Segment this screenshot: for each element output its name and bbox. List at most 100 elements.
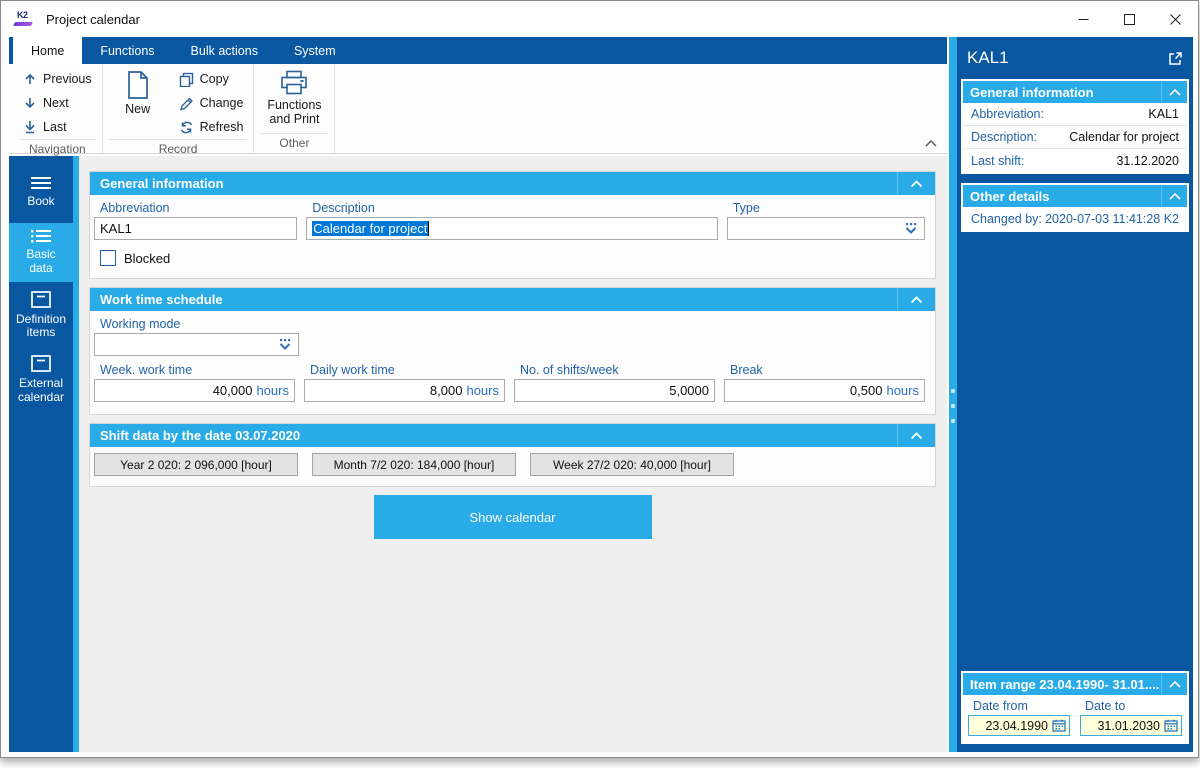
last-button[interactable]: Last (19, 115, 96, 139)
collapse-card-button[interactable] (1161, 673, 1187, 695)
collapse-section-button[interactable] (897, 424, 935, 447)
month-total-button[interactable]: Month 7/2 020: 184,000 [hour] (312, 453, 516, 476)
card-title: General information (970, 84, 1094, 100)
ribbon-tab-bar: Home Functions Bulk actions System (9, 37, 947, 64)
sidebar-item-external-calendar[interactable]: External calendar (9, 349, 73, 411)
tab-home[interactable]: Home (13, 37, 83, 64)
box-icon (31, 290, 51, 308)
daily-work-time-label: Daily work time (310, 363, 395, 377)
splitter-grip (951, 389, 955, 423)
description-input[interactable]: Calendar for project (306, 217, 718, 240)
open-in-window-button[interactable] (1168, 51, 1183, 66)
copy-button[interactable]: Copy (175, 67, 248, 91)
next-button[interactable]: Next (19, 91, 96, 115)
sidebar-item-label: Book (27, 193, 55, 208)
daily-work-time-input[interactable]: 8,000 hours (304, 379, 505, 402)
week-work-time-label: Week. work time (100, 363, 193, 377)
card-title: Item range 23.04.1990- 31.01.... (970, 676, 1160, 692)
shifts-per-week-input[interactable]: 5,0000 (514, 379, 715, 402)
section-title: Shift data by the date 03.07.2020 (100, 428, 301, 443)
refresh-icon (180, 121, 192, 133)
show-calendar-button[interactable]: Show calendar (373, 495, 652, 539)
chevron-up-icon (1168, 88, 1181, 96)
group-label-navigation: Navigation (19, 139, 96, 159)
sidebar-item-label: Definition items (15, 311, 67, 340)
window-controls (1060, 1, 1198, 37)
record-title: KAL1 (967, 48, 1009, 67)
refresh-button[interactable]: Refresh (175, 115, 248, 139)
ribbon-collapse-button[interactable] (925, 140, 937, 147)
description-selected-text: Calendar for project (312, 221, 429, 236)
row-value: 2020-07-03 11:41:28 K2 (1045, 211, 1179, 226)
date-from-input[interactable]: 23.04.1990 (968, 715, 1070, 736)
break-label: Break (730, 363, 763, 377)
group-label-other: Other (260, 133, 329, 153)
working-mode-dropdown[interactable] (94, 333, 299, 356)
minimize-icon (1078, 18, 1088, 20)
row-label: Changed by: (971, 211, 1042, 226)
detail-row-last-shift: Last shift: 31.12.2020 (963, 149, 1187, 172)
shifts-per-week-label: No. of shifts/week (520, 363, 619, 377)
tab-bulk-actions[interactable]: Bulk actions (190, 43, 258, 58)
section-header: Work time schedule (90, 288, 935, 311)
week-work-time-unit: hours (256, 383, 289, 398)
list-icon (31, 230, 51, 243)
close-button[interactable] (1152, 1, 1198, 37)
calendar-icon (1164, 719, 1178, 732)
arrow-down-bar-icon (25, 121, 35, 134)
title-bar: K2 Project calendar (1, 1, 1198, 37)
date-from-value: 23.04.1990 (985, 718, 1048, 733)
week-work-time-input[interactable]: 40,000 hours (94, 379, 295, 402)
abbreviation-input[interactable] (94, 217, 298, 240)
break-input[interactable]: 0,500 hours (724, 379, 925, 402)
week-total-button[interactable]: Week 27/2 020: 40,000 [hour] (530, 453, 734, 476)
sidebar: Book Basic data Definition items (9, 156, 73, 752)
minimize-button[interactable] (1060, 1, 1106, 37)
sidebar-item-book[interactable]: Book (9, 164, 73, 220)
blocked-checkbox[interactable] (100, 250, 116, 266)
new-button[interactable]: New (109, 67, 167, 119)
k2-app-icon: K2 (13, 10, 36, 28)
panel-splitter[interactable] (949, 37, 957, 752)
k2-logo-swoosh (13, 22, 33, 26)
tab-system[interactable]: System (293, 43, 336, 58)
tab-functions[interactable]: Functions (100, 43, 155, 58)
maximize-button[interactable] (1106, 1, 1152, 37)
next-label: Next (43, 96, 69, 110)
year-total-button[interactable]: Year 2 020: 2 096,000 [hour] (94, 453, 298, 476)
text-caret (428, 221, 430, 236)
date-to-input[interactable]: 31.01.2030 (1080, 715, 1182, 736)
copy-label: Copy (199, 72, 229, 86)
sidebar-item-basic-data[interactable]: Basic data (9, 223, 73, 282)
functions-and-print-label: Functions and Print (267, 98, 322, 127)
sidebar-splitter[interactable] (73, 156, 79, 752)
copy-icon (179, 72, 193, 87)
panel-header: KAL1 (961, 37, 1189, 79)
row-value: Calendar for project (1069, 130, 1179, 144)
sidebar-item-label: External calendar (17, 376, 65, 404)
working-mode-label: Working mode (100, 317, 181, 331)
new-document-icon (127, 71, 148, 99)
sidebar-item-definition-items[interactable]: Definition items (9, 285, 73, 347)
daily-work-time-value: 8,000 (429, 383, 463, 398)
collapse-card-button[interactable] (1161, 185, 1187, 207)
detail-row-description: Description: Calendar for project (963, 126, 1187, 149)
calendar-icon (1052, 719, 1066, 732)
blocked-label: Blocked (124, 250, 171, 266)
row-label: Last shift: (971, 153, 1025, 168)
functions-and-print-button[interactable]: Functions and Print (260, 67, 328, 130)
change-button[interactable]: Change (175, 91, 248, 115)
type-dropdown[interactable] (726, 217, 925, 240)
collapse-card-button[interactable] (1161, 81, 1187, 103)
detail-panel: KAL1 General information (957, 37, 1193, 752)
section-header: Shift data by the date 03.07.2020 (90, 424, 935, 447)
abbreviation-label: Abbreviation (100, 201, 170, 215)
section-shift-data: Shift data by the date 03.07.2020 Year 2… (89, 423, 936, 487)
collapse-section-button[interactable] (897, 172, 935, 195)
close-icon (1169, 13, 1181, 25)
previous-button[interactable]: Previous (19, 67, 96, 91)
printer-icon (281, 70, 308, 95)
collapse-section-button[interactable] (897, 288, 935, 311)
detail-row-abbreviation: Abbreviation: KAL1 (963, 103, 1187, 126)
